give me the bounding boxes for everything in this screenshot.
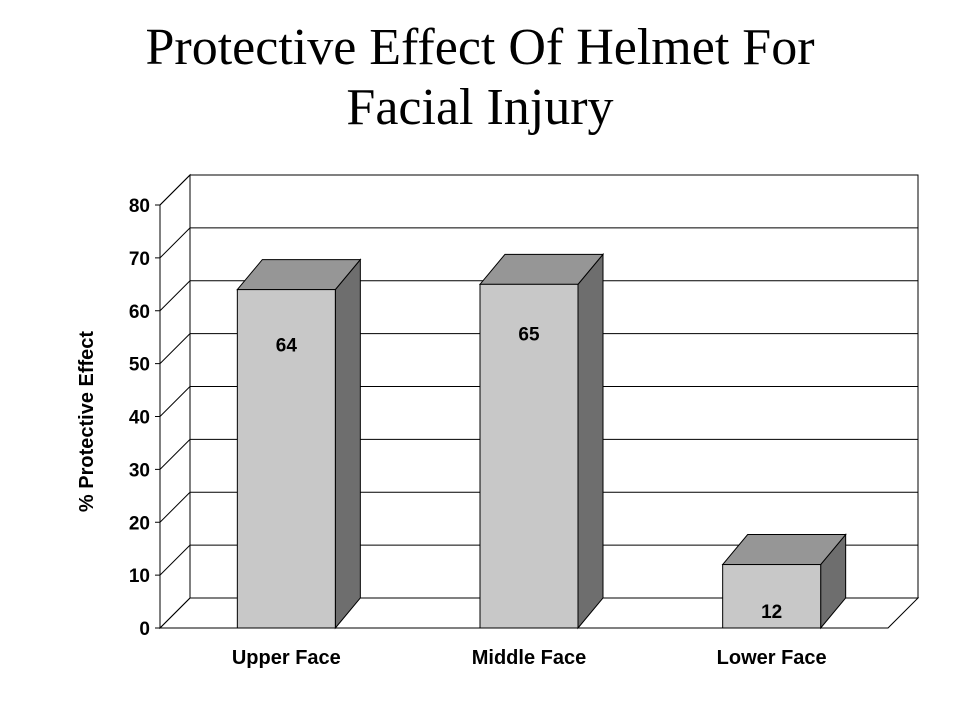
x-tick-label: Upper Face [232,647,341,669]
bar [722,564,822,629]
y-axis-label: % Protective Effect [76,331,98,513]
bar-side [334,258,361,630]
gridline-side [159,544,191,576]
data-label: 65 [518,324,540,345]
y-tick-label: 60 [129,302,150,323]
gridline-side [159,491,191,523]
chart-title-line-1: Protective Effect Of Helmet For [145,19,815,76]
gridline-side [159,280,191,312]
bar [479,283,579,629]
x-tick-label: Middle Face [472,647,586,669]
labels: 64 Upper Face 65 Middle Face 12 Lower Face [232,324,827,669]
bar [236,289,336,629]
gridline-side [159,174,191,206]
gridline-side [159,386,191,417]
y-tick-label: 50 [129,355,150,376]
chart-title: Protective Effect Of Helmet For Facial I… [0,18,960,138]
x-tick-label: Lower Face [717,647,827,669]
y-tick-label: 70 [129,249,150,270]
y-tick-label: 40 [129,408,150,429]
y-tick-label: 10 [129,566,150,587]
gridline-side [159,227,191,259]
y-tick-label: 0 [139,619,150,640]
bar-side [577,252,604,630]
chart-title-line-2: Facial Injury [346,79,614,136]
data-label: 12 [761,602,782,623]
data-label: 64 [276,336,298,357]
y-tick-label: 80 [129,196,150,217]
bars [236,252,847,630]
y-tick-label: 20 [129,513,150,534]
gridline-side [159,439,191,470]
y-tick-label: 30 [129,460,150,481]
gridline-side [159,333,191,364]
